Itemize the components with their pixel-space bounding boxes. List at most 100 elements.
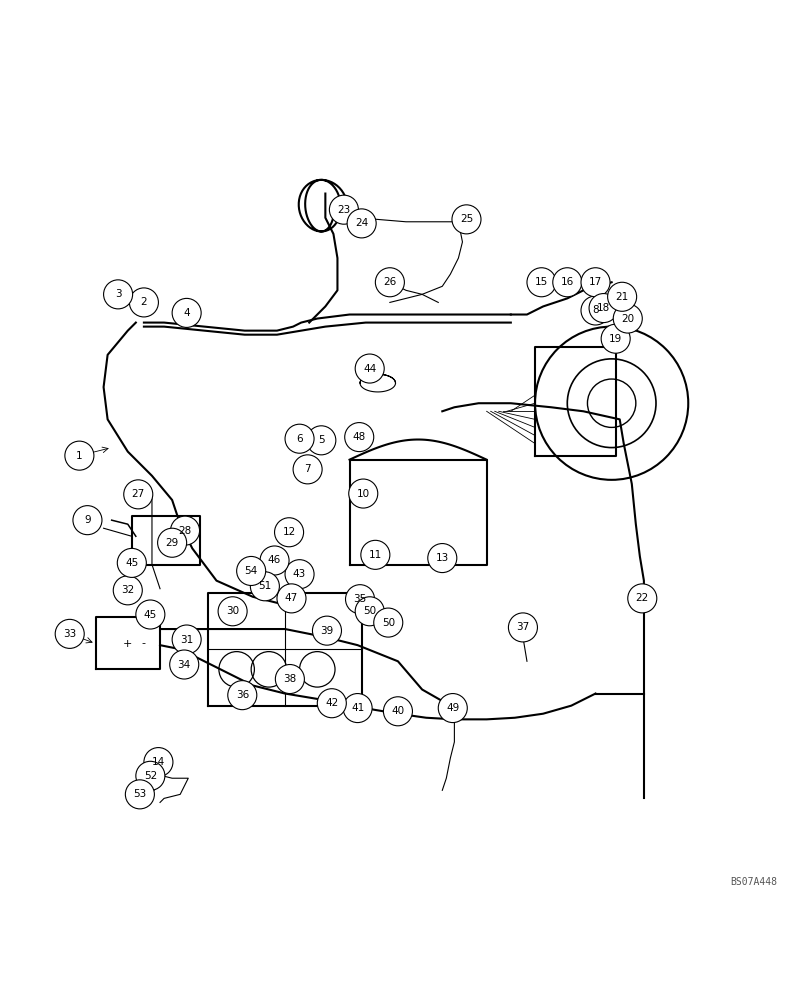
Circle shape [285,560,314,589]
Circle shape [581,296,609,325]
Text: 16: 16 [560,277,573,287]
Text: +: + [123,639,132,649]
Circle shape [348,479,377,508]
Circle shape [508,613,537,642]
Text: 52: 52 [144,771,157,781]
Text: 42: 42 [324,698,338,708]
Text: 26: 26 [383,277,396,287]
Circle shape [345,423,373,452]
Circle shape [346,209,375,238]
Text: 40: 40 [391,706,404,716]
Text: 39: 39 [320,626,333,636]
Text: 54: 54 [244,566,257,576]
Circle shape [627,584,656,613]
Text: 48: 48 [352,432,366,442]
Text: 49: 49 [445,703,459,713]
Text: 3: 3 [114,289,122,299]
Text: 12: 12 [282,527,295,537]
Text: 35: 35 [353,594,367,604]
Circle shape [250,572,279,601]
Circle shape [104,280,132,309]
Circle shape [228,681,256,710]
Circle shape [354,354,384,383]
Circle shape [144,748,173,777]
Circle shape [125,780,154,809]
Circle shape [607,282,636,311]
Text: 47: 47 [285,593,298,603]
Text: 22: 22 [635,593,648,603]
Circle shape [285,424,314,453]
Circle shape [293,455,322,484]
Text: 43: 43 [293,569,306,579]
Circle shape [260,546,289,575]
Circle shape [360,540,389,569]
Text: 4: 4 [183,308,190,318]
Text: 9: 9 [84,515,91,525]
Circle shape [354,597,384,626]
Circle shape [600,324,629,353]
Text: 37: 37 [516,622,529,632]
Circle shape [526,268,556,297]
Text: BS07A448: BS07A448 [729,877,776,887]
Text: 44: 44 [363,364,375,374]
Circle shape [117,548,146,577]
Circle shape [345,585,374,614]
Text: 14: 14 [152,757,165,767]
Text: 17: 17 [588,277,602,287]
Text: 5: 5 [318,435,324,445]
Text: -: - [142,639,146,649]
Text: 51: 51 [258,581,271,591]
Text: 31: 31 [180,635,193,645]
Text: 20: 20 [620,314,633,324]
Circle shape [170,516,200,545]
Text: 25: 25 [459,214,473,224]
Circle shape [552,268,581,297]
Circle shape [129,288,158,317]
Circle shape [157,528,187,557]
Text: 10: 10 [356,489,369,499]
Text: 2: 2 [140,297,147,307]
Text: 23: 23 [337,205,350,215]
Text: 50: 50 [381,618,394,628]
Text: 29: 29 [165,538,178,548]
Text: 50: 50 [363,606,375,616]
Circle shape [274,518,303,547]
Text: 6: 6 [296,434,303,444]
Circle shape [277,584,306,613]
Circle shape [73,506,102,535]
Text: 19: 19 [608,334,621,344]
Circle shape [172,625,201,654]
Circle shape [452,205,480,234]
Circle shape [123,480,152,509]
Text: 34: 34 [178,660,191,670]
Text: 1: 1 [76,451,83,461]
Text: 30: 30 [225,606,239,616]
Circle shape [329,195,358,224]
Text: 45: 45 [125,558,138,568]
Text: 15: 15 [534,277,547,287]
Circle shape [317,689,346,718]
Text: 13: 13 [436,553,448,563]
Circle shape [218,597,247,626]
Text: 18: 18 [596,303,609,313]
Text: 41: 41 [350,703,364,713]
Text: 27: 27 [131,489,144,499]
Circle shape [427,544,457,573]
Circle shape [172,298,201,327]
Circle shape [169,650,199,679]
Text: 38: 38 [283,674,296,684]
Circle shape [135,600,165,629]
Circle shape [438,694,466,723]
Text: 7: 7 [304,464,311,474]
Circle shape [65,441,94,470]
Text: 21: 21 [615,292,628,302]
Circle shape [375,268,404,297]
Text: 45: 45 [144,610,157,620]
Text: 33: 33 [63,629,76,639]
Circle shape [612,304,642,333]
Circle shape [113,576,142,605]
Circle shape [588,294,617,323]
Text: 24: 24 [354,218,368,228]
Circle shape [135,761,165,790]
Circle shape [55,619,84,648]
